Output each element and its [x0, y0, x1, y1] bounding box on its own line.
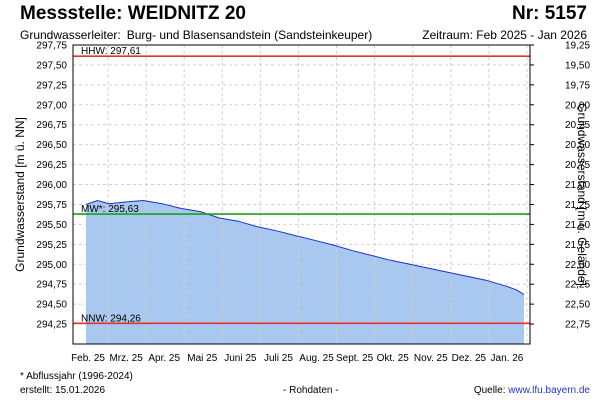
period-label: Zeitraum: Feb 2025 - Jan 2026: [422, 28, 587, 42]
y-tick-left: 297,00: [36, 100, 67, 111]
y-tick-left: 295,00: [36, 260, 67, 271]
y-tick-left: 296,25: [36, 160, 67, 171]
reference-label-hhw: HHW: 297,61: [81, 46, 141, 57]
x-tick: Feb. 25: [71, 353, 105, 364]
y-axis-left: 294,25 294,50 294,75 295,00 295,25 295,50 295,…: [36, 41, 67, 331]
y-axis-right: 22,75 22,50 22,25 22,00 21,75 21,50 21,25 21,00…: [530, 41, 590, 331]
y-tick-right: 20,75: [565, 160, 590, 171]
source: Quelle: www.lfu.bayern.de: [474, 385, 590, 396]
raw-data-label: - Rohdaten -: [283, 385, 339, 396]
aquifer-label: Grundwasserleiter:: [20, 28, 121, 42]
y-tick-right: 19,50: [565, 60, 590, 71]
reference-lines: HHW: 297,61 MW*: 295,63 NNW: 294,26: [73, 46, 530, 324]
x-tick: Apr. 25: [148, 353, 180, 364]
y-tick-left: 295,50: [36, 220, 67, 231]
footnote: * Abflussjahr (1996-2024): [20, 371, 133, 382]
x-tick: Okt. 25: [377, 353, 410, 364]
y-tick-left: 297,25: [36, 80, 67, 91]
y-tick-right: 22,50: [565, 300, 590, 311]
x-tick: Nov. 25: [414, 353, 448, 364]
y-tick-right: 20,50: [565, 140, 590, 151]
y-tick-right: 19,75: [565, 80, 590, 91]
level-line: [85, 199, 525, 296]
created-date: erstellt: 15.01.2026: [20, 385, 106, 396]
y-tick-left: 296,75: [36, 120, 67, 131]
y-tick-left: 297,75: [36, 41, 67, 52]
y-tick-left: 297,50: [36, 60, 67, 71]
y-tick-right: 22,75: [565, 320, 590, 331]
aquifer-info: Grundwasserleiter: Burg- und Blasensandst…: [20, 28, 372, 42]
x-axis: Feb. 25 Mrz. 25 Apr. 25 Mai 25 Juni 25 Juli 2…: [71, 353, 524, 364]
station-title: Messstelle: WEIDNITZ 20: [20, 3, 246, 24]
level-area: [86, 200, 524, 344]
source-label: Quelle:: [473, 385, 506, 396]
x-tick: Mrz. 25: [109, 353, 143, 364]
y-tick-right: 19,25: [565, 41, 590, 52]
y-tick-right: 22,25: [565, 280, 590, 291]
y-tick-right: 21,75: [565, 240, 590, 251]
y-tick-right: 21,50: [565, 220, 590, 231]
x-tick: Juni 25: [224, 353, 257, 364]
source-link[interactable]: www.lfu.bayern.de: [508, 385, 590, 396]
x-tick: Aug. 25: [299, 353, 334, 364]
y-tick-left: 296,00: [36, 180, 67, 191]
reference-label-mw: MW*: 295,63: [81, 204, 139, 215]
aquifer-value: Burg- und Blasensandstein (Sandsteinkeup…: [126, 28, 373, 42]
y-tick-left: 295,25: [36, 240, 67, 251]
y-tick-right: 20,25: [565, 120, 590, 131]
y-tick-left: 294,25: [36, 320, 67, 331]
y-axis-right-title: Grundwasserstand [m u. Gelände]: [575, 103, 589, 286]
x-gridlines: [107, 45, 528, 344]
y-tick-left: 295,75: [36, 200, 67, 211]
reference-label-nnw: NNW: 294,26: [81, 313, 141, 324]
station-number: Nr: 5157: [512, 3, 587, 24]
y-tick-right: 21,25: [565, 200, 590, 211]
y-tick-right: 22,00: [565, 260, 590, 271]
y-tick-left: 294,50: [36, 300, 67, 311]
x-tick: Jan. 26: [491, 353, 524, 364]
x-tick: Dez. 25: [452, 353, 487, 364]
x-tick: Juli 25: [264, 353, 293, 364]
x-tick: Mai 25: [187, 353, 217, 364]
y-tick-right: 21,00: [565, 180, 590, 191]
y-tick-right: 20,00: [565, 100, 590, 111]
y-axis-left-title: Grundwasserstand [m ü. NN]: [13, 117, 27, 272]
y-tick-left: 296,50: [36, 140, 67, 151]
y-tick-left: 294,75: [36, 280, 67, 291]
plot-frame: [72, 44, 531, 345]
x-tick: Sept. 25: [336, 353, 374, 364]
